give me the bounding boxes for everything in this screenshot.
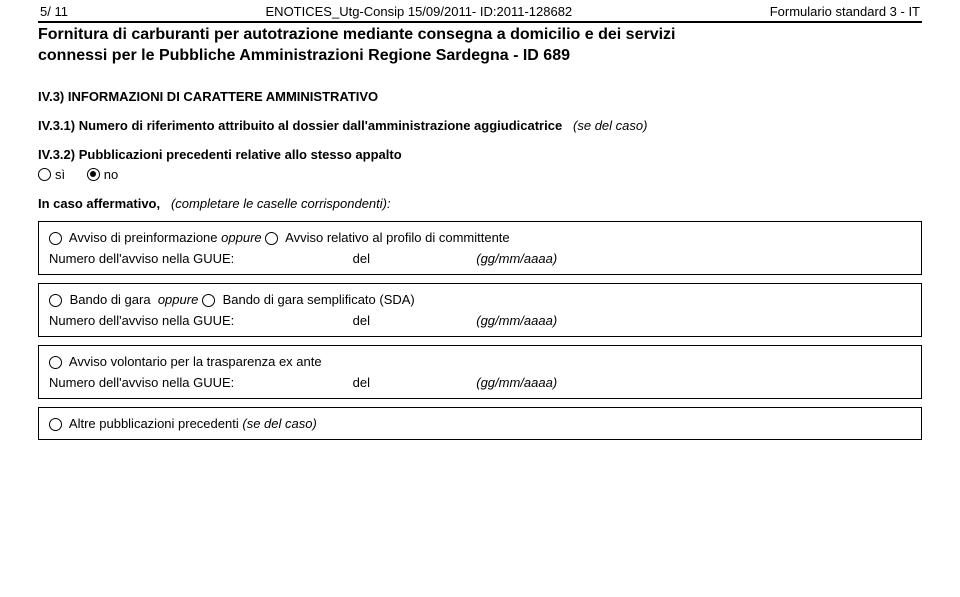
box-bando: Bando di gara oppure Bando di gara sempl… xyxy=(38,283,922,337)
box4-label: Altre pubblicazioni precedenti xyxy=(69,416,239,431)
field-iv31-hint: (se del caso) xyxy=(573,118,647,133)
radio-si-label: sì xyxy=(55,167,65,182)
box2-opt-a: Bando di gara xyxy=(70,292,151,307)
box2-row2: Numero dell'avviso nella GUUE: del (gg/m… xyxy=(49,313,911,328)
radio-preinformazione[interactable] xyxy=(49,232,62,245)
box3-del: del xyxy=(353,375,473,390)
document-title: Fornitura di carburanti per autotrazione… xyxy=(38,25,922,67)
box3-gg: (gg/mm/aaaa) xyxy=(476,375,557,390)
box3-num-label: Numero dell'avviso nella GUUE: xyxy=(49,375,349,390)
box3-label: Avviso volontario per la trasparenza ex … xyxy=(69,354,322,369)
box3-row2: Numero dell'avviso nella GUUE: del (gg/m… xyxy=(49,375,911,390)
radio-si[interactable] xyxy=(38,168,51,181)
title-line-2: connessi per le Pubbliche Amministrazion… xyxy=(38,46,922,67)
radio-altre[interactable] xyxy=(49,418,62,431)
radio-trasparenza[interactable] xyxy=(49,356,62,369)
field-iv31: IV.3.1) Numero di riferimento attribuito… xyxy=(38,118,922,133)
radio-bando-gara[interactable] xyxy=(49,294,62,307)
box-trasparenza: Avviso volontario per la trasparenza ex … xyxy=(38,345,922,399)
box1-opt-a: Avviso di preinformazione xyxy=(69,230,218,245)
box2-oppure: oppure xyxy=(158,292,198,307)
box1-oppure: oppure xyxy=(221,230,261,245)
header-right: Formulario standard 3 - IT xyxy=(770,4,920,19)
page: 5/ 11 ENOTICES_Utg-Consip 15/09/2011- ID… xyxy=(0,0,960,597)
radio-bando-semplificato[interactable] xyxy=(202,294,215,307)
box1-opt-b: Avviso relativo al profilo di committent… xyxy=(285,230,509,245)
box1-gg: (gg/mm/aaaa) xyxy=(476,251,557,266)
box2-num-label: Numero dell'avviso nella GUUE: xyxy=(49,313,349,328)
incase-bold: In caso affermativo, xyxy=(38,196,160,211)
field-iv31-label: IV.3.1) Numero di riferimento attribuito… xyxy=(38,118,562,133)
box1-num-label: Numero dell'avviso nella GUUE: xyxy=(49,251,349,266)
box-altre: Altre pubblicazioni precedenti (se del c… xyxy=(38,407,922,440)
field-iv32-label: IV.3.2) Pubblicazioni precedenti relativ… xyxy=(38,147,402,162)
header-line: 5/ 11 ENOTICES_Utg-Consip 15/09/2011- ID… xyxy=(38,4,922,21)
incase-italic: (completare le caselle corrispondenti): xyxy=(171,196,391,211)
box3-row1: Avviso volontario per la trasparenza ex … xyxy=(49,354,911,369)
header-left: 5/ 11 xyxy=(40,4,68,19)
field-iv32: IV.3.2) Pubblicazioni precedenti relativ… xyxy=(38,147,922,162)
section-heading: IV.3) INFORMAZIONI DI CARATTERE AMMINIST… xyxy=(38,89,922,104)
box1-row1: Avviso di preinformazione oppure Avviso … xyxy=(49,230,911,245)
box-preinformazione: Avviso di preinformazione oppure Avviso … xyxy=(38,221,922,275)
title-line-1: Fornitura di carburanti per autotrazione… xyxy=(38,25,922,46)
radio-no[interactable] xyxy=(87,168,100,181)
box2-row1: Bando di gara oppure Bando di gara sempl… xyxy=(49,292,911,307)
header-rule xyxy=(38,21,922,23)
radio-no-label: no xyxy=(104,167,118,182)
box1-del: del xyxy=(353,251,473,266)
box1-row2: Numero dell'avviso nella GUUE: del (gg/m… xyxy=(49,251,911,266)
incase-line: In caso affermativo, (completare le case… xyxy=(38,196,922,211)
box4-hint: (se del caso) xyxy=(242,416,316,431)
box2-opt-b: Bando di gara semplificato (SDA) xyxy=(223,292,415,307)
radio-group-pubblicazioni: sì no xyxy=(38,166,922,182)
box2-gg: (gg/mm/aaaa) xyxy=(476,313,557,328)
radio-profilo-committente[interactable] xyxy=(265,232,278,245)
box2-del: del xyxy=(353,313,473,328)
header-center: ENOTICES_Utg-Consip 15/09/2011- ID:2011-… xyxy=(68,4,770,19)
